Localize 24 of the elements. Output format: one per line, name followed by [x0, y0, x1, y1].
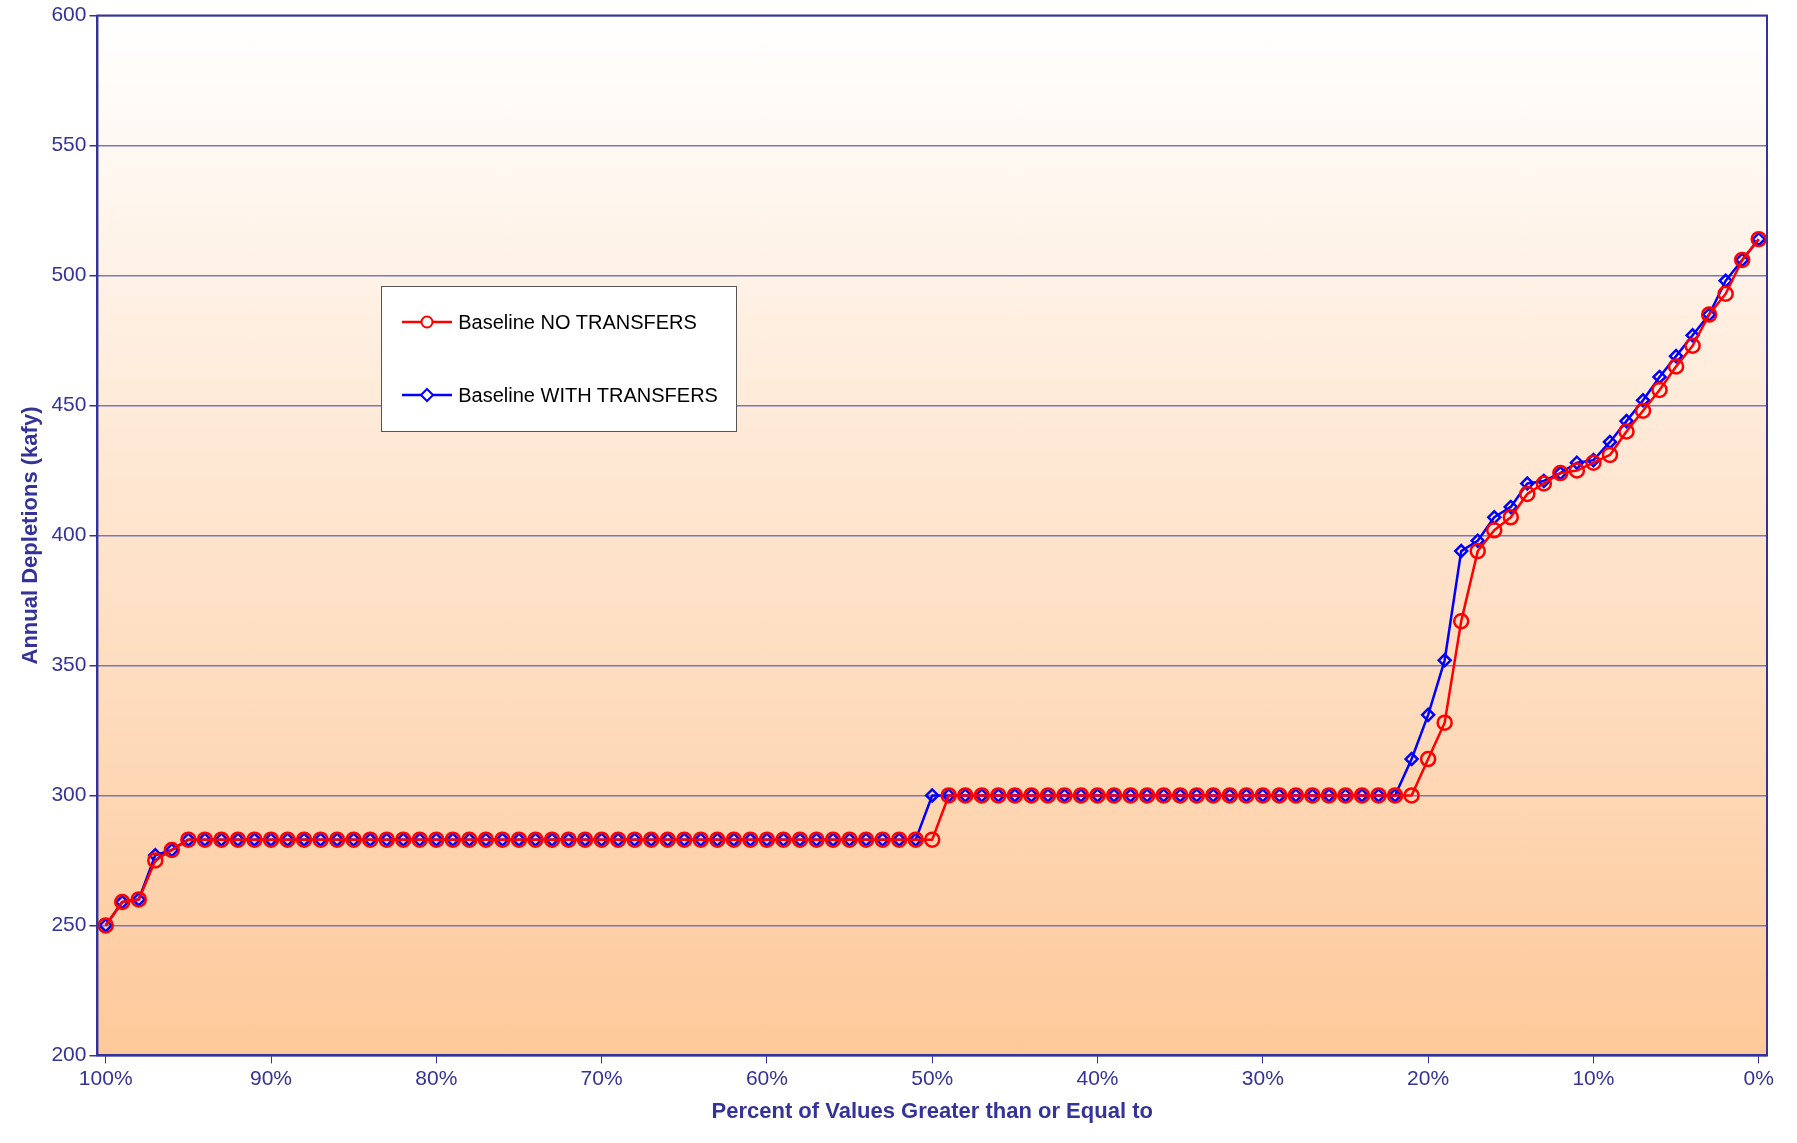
y-tick-label: 600 — [51, 2, 87, 26]
x-tick-label: 100% — [78, 1065, 133, 1089]
x-tick-label: 70% — [580, 1065, 623, 1089]
y-tick-label: 450 — [51, 392, 87, 416]
x-tick-label: 10% — [1572, 1065, 1615, 1089]
x-tick-label: 30% — [1241, 1065, 1284, 1089]
x-tick-label: 20% — [1407, 1065, 1450, 1089]
x-tick-label: 0% — [1743, 1065, 1774, 1089]
y-tick-label: 200 — [51, 1042, 87, 1066]
y-tick-label: 300 — [51, 782, 87, 806]
x-axis-title: Percent of Values Greater than or Equal to — [711, 1097, 1153, 1123]
y-tick-label: 250 — [51, 912, 87, 936]
x-tick-label: 60% — [745, 1065, 788, 1089]
y-tick-label: 400 — [51, 522, 87, 546]
legend-label: Baseline WITH TRANSFERS — [458, 383, 718, 407]
x-tick-label: 50% — [911, 1065, 954, 1089]
x-tick-label: 80% — [415, 1065, 458, 1089]
x-tick-label: 40% — [1076, 1065, 1119, 1089]
x-tick-label: 90% — [249, 1065, 293, 1089]
y-tick-label: 500 — [51, 262, 87, 286]
legend-label: Baseline NO TRANSFERS — [458, 310, 697, 334]
y-axis-title: Annual Depletions (kafy) — [17, 406, 43, 665]
y-tick-label: 550 — [51, 132, 87, 156]
y-tick-label: 350 — [51, 652, 87, 676]
